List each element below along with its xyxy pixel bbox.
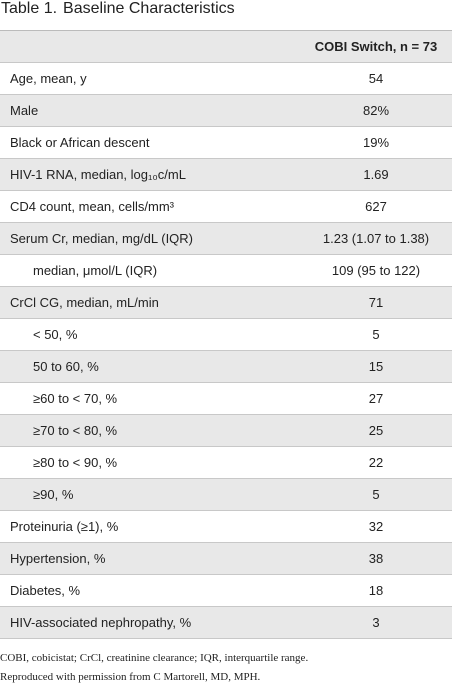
table-row: Serum Cr, median, mg/dL (IQR) 1.23 (1.07 … — [0, 223, 452, 255]
row-value: 3 — [372, 615, 380, 630]
row-value: 19% — [362, 135, 390, 150]
table-row: < 50, % 5 — [0, 319, 452, 351]
table-row: ≥90, % 5 — [0, 479, 452, 511]
row-value: 5 — [372, 327, 380, 342]
table-row: ≥60 to < 70, % 27 — [0, 383, 452, 415]
row-label: Diabetes, % — [10, 583, 81, 598]
table-row: median, μmol/L (IQR) 109 (95 to 122) — [0, 255, 452, 287]
row-value: 38 — [368, 551, 384, 566]
row-label: 50 to 60, % — [33, 359, 99, 374]
table-row: 50 to 60, % 15 — [0, 351, 452, 383]
row-value: 627 — [365, 199, 387, 214]
table-row: Proteinuria (≥1), % 32 — [0, 511, 452, 543]
row-value: 27 — [368, 391, 384, 406]
table-title: Table 1. Baseline Characteristics — [1, 0, 241, 18]
table-row: Diabetes, % 18 — [0, 575, 452, 607]
header-row: COBI Switch, n = 73 — [0, 31, 452, 63]
table-label: Table 1. — [1, 0, 58, 17]
footnotes: COBI, cobicistat; CrCl, creatinine clear… — [0, 649, 308, 687]
table-row: CrCl CG, median, mL/min 71 — [0, 287, 452, 319]
table-row: Age, mean, y 54 — [0, 63, 452, 95]
table: COBI Switch, n = 73 Age, mean, y 54 Male 82… — [0, 30, 452, 639]
row-value: 15 — [368, 359, 384, 374]
row-value: 82% — [362, 103, 390, 118]
table-row: HIV-associated nephropathy, % 3 — [0, 607, 452, 639]
row-value: 1.23 (1.07 to 1.38) — [322, 231, 430, 246]
title-text: Baseline Characteristics — [63, 0, 235, 17]
row-label: Male — [10, 103, 39, 118]
row-label: Age, mean, y — [10, 71, 87, 86]
table-row: ≥70 to < 80, % 25 — [0, 415, 452, 447]
row-label: ≥90, % — [33, 487, 74, 502]
row-label: HIV-associated nephropathy, % — [10, 615, 192, 630]
row-value: 71 — [368, 295, 384, 310]
row-label: ≥60 to < 70, % — [33, 391, 118, 406]
footnote: Reproduced with permission from C Martor… — [0, 671, 261, 683]
row-label: < 50, % — [33, 327, 78, 342]
row-label: Hypertension, % — [10, 551, 106, 566]
row-value: 32 — [368, 519, 384, 534]
table-row: HIV-1 RNA, median, log₁₀c/mL 1.69 — [0, 159, 452, 191]
table-row: Male 82% — [0, 95, 452, 127]
column-header: COBI Switch, n = 73 — [314, 39, 438, 54]
table-row: Black or African descent 19% — [0, 127, 452, 159]
table-row: Hypertension, % 38 — [0, 543, 452, 575]
row-value: 22 — [368, 455, 384, 470]
row-label: median, μmol/L (IQR) — [33, 263, 158, 278]
row-label: ≥80 to < 90, % — [33, 455, 118, 470]
row-label: Black or African descent — [10, 135, 150, 150]
table-row: ≥80 to < 90, % 22 — [0, 447, 452, 479]
row-value: 1.69 — [363, 167, 389, 182]
table-row: CD4 count, mean, cells/mm³ 627 — [0, 191, 452, 223]
row-label: HIV-1 RNA, median, log₁₀c/mL — [10, 167, 186, 182]
row-label: Proteinuria (≥1), % — [10, 519, 119, 534]
row-label: Serum Cr, median, mg/dL (IQR) — [10, 231, 194, 246]
row-label: ≥70 to < 80, % — [33, 423, 118, 438]
row-value: 109 (95 to 122) — [331, 263, 421, 278]
row-value: 18 — [368, 583, 384, 598]
row-label: CD4 count, mean, cells/mm³ — [10, 199, 174, 214]
footnote: COBI, cobicistat; CrCl, creatinine clear… — [0, 652, 309, 664]
row-label: CrCl CG, median, mL/min — [10, 295, 159, 310]
row-value: 25 — [368, 423, 384, 438]
row-value: 5 — [372, 487, 380, 502]
row-value: 54 — [368, 71, 384, 86]
